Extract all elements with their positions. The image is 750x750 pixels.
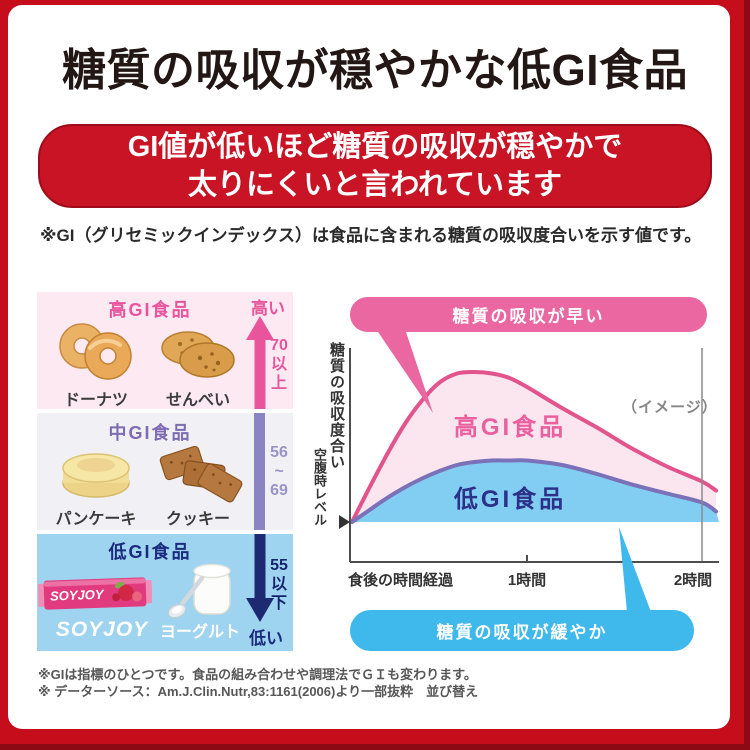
food-label-senbei: せんべい: [165, 392, 230, 409]
baseline-marker-arrow: [339, 515, 350, 529]
gi-range-high: 70 以 上: [267, 336, 291, 393]
footnote-data-source: ※ データーソース：Am.J.Clin.Nutr,83:1161(2006)より…: [38, 684, 479, 699]
yogurt-illustration: [167, 563, 231, 619]
slow-absorption-badge-label: 糖質の吸収が緩やか: [436, 623, 608, 642]
low-gi-section: 低GI食品 SOYJOY SOYJOY ヨーグルト: [37, 534, 293, 651]
footnote-gi-indicator: ※GIは指標のひとつです。食品の組み合わせや調理法でＧＩも変わります。: [38, 667, 477, 682]
gi-scale-mid-bar: [254, 413, 265, 530]
high-gi-curve-fill: [352, 371, 716, 522]
donut-illustration: [59, 323, 132, 380]
image-disclaimer: （イメージ）: [622, 399, 718, 416]
banner-line-1: GI値が低いほど糖質の吸収が穏やかで: [127, 131, 623, 163]
fast-badge-tail: [374, 326, 433, 413]
gi-scale-down-arrow: [246, 534, 274, 622]
key-message-banner: GI値が低いほど糖質の吸収が穏やかで 太りにくいと言われています: [38, 124, 712, 208]
food-label-yogurt: ヨーグルト: [159, 624, 240, 641]
food-label-donut: ドーナツ: [63, 392, 128, 409]
donut-front: [84, 332, 132, 380]
range-high-num: 70: [270, 337, 288, 354]
slow-badge-tail: [619, 527, 651, 612]
low-gi-curve: [350, 458, 718, 524]
low-gi-series-label: 低GI食品: [453, 486, 567, 513]
range-mid-tilde: ~: [274, 463, 284, 480]
range-low-num: 55: [270, 557, 288, 574]
range-high-ch1: 以: [270, 356, 287, 373]
range-low-ch2: 下: [270, 595, 287, 612]
x-axis-label: 食後の時間経過: [348, 572, 454, 589]
scale-low-label: 低い: [249, 629, 283, 648]
soyjoy-logo-text: SOYJOY: [55, 618, 149, 641]
mid-gi-section: 中GI食品 パンケーキ クッキー 56 ~ 69: [37, 413, 293, 530]
banner-line-2: 太りにくいと言われています: [187, 169, 563, 201]
cookie-illustration: [159, 445, 243, 503]
page-title: 糖質の吸収が穏やかな低GI食品: [62, 46, 688, 95]
high-gi-series-label: 高GI食品: [453, 414, 567, 441]
gi-definition-note: ※GI（グリセミックインデックス）は食品に含まれる糖質の吸収度合いを示す値です。: [40, 226, 702, 245]
package-brand-text: SOYJOY: [50, 587, 105, 604]
soyjoy-bar-illustration: SOYJOY: [38, 577, 152, 610]
gi-absorption-chart: [339, 297, 719, 651]
x-tick-2hour: 2時間: [673, 572, 713, 589]
fast-absorption-badge: [350, 297, 707, 332]
gi-range-low: 55 以 下: [267, 556, 291, 613]
range-low-ch1: 以: [270, 576, 287, 593]
scale-high-label: 高い: [251, 299, 285, 318]
mid-gi-section-title: 中GI食品: [108, 423, 192, 443]
y-axis-label: 糖質の吸収度合い: [328, 342, 345, 470]
high-gi-curve: [350, 369, 718, 524]
range-mid-num2: 69: [270, 482, 288, 499]
x-tick-1hour: 1時間: [507, 572, 547, 589]
low-gi-curve-fill: [352, 460, 719, 522]
pancake-illustration: [62, 453, 130, 498]
slow-absorption-badge: [350, 610, 694, 651]
range-mid-num1: 56: [270, 444, 288, 461]
high-gi-section-title: 高GI食品: [108, 300, 192, 320]
gi-scale-up-arrow: [246, 316, 274, 409]
food-label-pancake: パンケーキ: [55, 511, 137, 528]
high-gi-section: 高GI食品 ドーナツ せんべい 高い: [37, 292, 293, 409]
food-label-cookie: クッキー: [165, 511, 230, 528]
gi-range-mid: 56 ~ 69: [267, 443, 291, 500]
range-high-ch2: 上: [270, 375, 287, 392]
low-gi-section-title: 低GI食品: [108, 542, 192, 562]
fasting-level-label: 空腹時レベル: [312, 448, 327, 526]
senbei-illustration: [161, 331, 235, 378]
cookie-3: [197, 463, 243, 503]
fast-absorption-badge-label: 糖質の吸収が早い: [452, 307, 605, 326]
